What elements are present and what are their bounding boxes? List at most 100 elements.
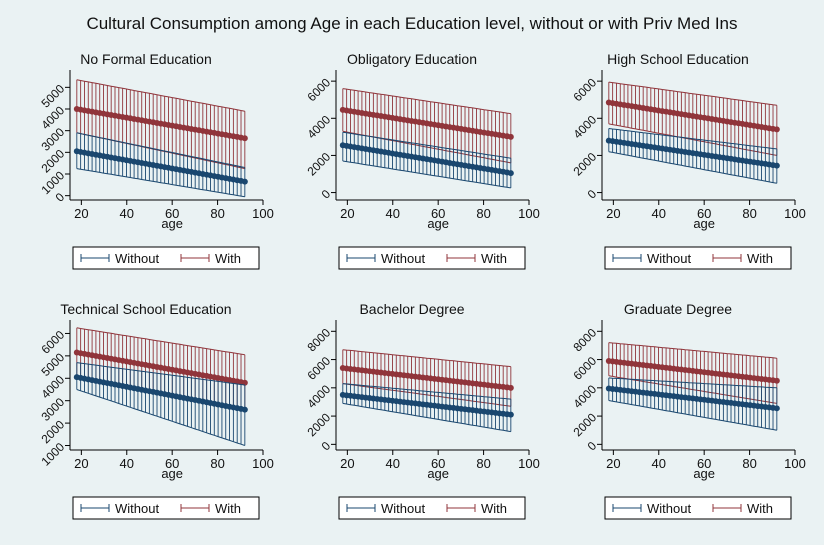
legend-label: With — [747, 501, 773, 516]
y-tick-label: 2000 — [38, 417, 67, 446]
y-tick-label: 2000 — [304, 150, 333, 179]
legend-label: Without — [381, 501, 425, 516]
x-tick-label: 100 — [252, 206, 274, 221]
y-tick-label: 0 — [319, 187, 334, 202]
legend-box — [604, 246, 792, 270]
x-tick-label: 60 — [697, 206, 711, 221]
panel-1: No Formal Education 20 40 60 80 100 age 0100020… — [38, 51, 274, 270]
series-without — [605, 377, 780, 431]
x-axis-label: age — [161, 466, 183, 481]
y-tick-label: 4000 — [304, 382, 333, 411]
ci-upper-line — [342, 88, 511, 115]
y-tick-label: 5000 — [38, 81, 67, 110]
series-without — [339, 383, 514, 433]
x-tick-label: 100 — [518, 456, 540, 471]
fit-line — [608, 387, 777, 410]
legend-box — [72, 246, 260, 270]
fit-line — [342, 143, 512, 175]
x-tick-label: 80 — [476, 206, 490, 221]
y-tick-label: 6000 — [570, 354, 599, 383]
panel-title: No Formal Education — [80, 51, 212, 67]
x-tick-label: 40 — [652, 456, 666, 471]
legend-label: With — [215, 501, 241, 516]
legend-box — [338, 496, 526, 520]
ci-upper-line — [76, 362, 245, 386]
y-tick-label: 0 — [585, 187, 600, 202]
x-axis-label: age — [693, 216, 715, 231]
x-axis-label: age — [427, 216, 449, 231]
x-tick-label: 60 — [431, 456, 445, 471]
ci-upper-line — [342, 131, 511, 159]
fit-line — [76, 375, 246, 411]
legend: Without With — [338, 496, 526, 520]
y-tick-label: 6000 — [570, 75, 599, 104]
fit-line — [76, 150, 246, 183]
fit-line — [342, 366, 511, 390]
x-axis-label: age — [693, 466, 715, 481]
figure-title: Cultural Consumption among Age in each E… — [86, 14, 738, 33]
x-axis-label: age — [161, 216, 183, 231]
legend: Without With — [338, 246, 526, 270]
x-tick-label: 20 — [606, 206, 620, 221]
y-tick-label: 6000 — [304, 354, 333, 383]
ci-lower-line — [342, 160, 511, 189]
y-tick-label: 1000 — [38, 440, 67, 469]
y-tick-label: 3000 — [38, 125, 67, 154]
legend-label: Without — [381, 251, 425, 266]
x-tick-label: 40 — [652, 206, 666, 221]
x-tick-label: 80 — [210, 456, 224, 471]
fit-line — [608, 359, 777, 383]
fit-line — [342, 393, 511, 416]
y-tick-label: 8000 — [570, 325, 599, 354]
legend: Without With — [604, 496, 792, 520]
legend-label: With — [215, 251, 241, 266]
legend-box — [604, 496, 792, 520]
y-tick-label: 6000 — [304, 75, 333, 104]
y-tick-label: 4000 — [38, 103, 67, 132]
legend: Without With — [604, 246, 792, 270]
y-tick-label: 2000 — [570, 410, 599, 439]
y-tick-label: 4000 — [38, 372, 67, 401]
ci-lower-line — [342, 402, 511, 433]
panel-5: Bachelor Degree 20 40 60 80 100 age 02000400060… — [304, 301, 540, 520]
legend-box — [72, 496, 260, 520]
legend: Without With — [72, 496, 260, 520]
x-axis-label: age — [427, 466, 449, 481]
legend-label: Without — [115, 501, 159, 516]
series-without — [73, 362, 248, 446]
ci-lower-line — [608, 400, 777, 431]
x-tick-label: 20 — [340, 456, 354, 471]
y-tick-label: 5000 — [38, 350, 67, 379]
series-with — [339, 88, 514, 164]
series-without — [339, 131, 514, 189]
panel-4: Technical School Education 20 40 60 80 100 age… — [38, 301, 274, 520]
x-tick-label: 60 — [165, 456, 179, 471]
panel-title: Graduate Degree — [624, 301, 732, 317]
y-tick-label: 2000 — [304, 410, 333, 439]
legend-label: Without — [647, 251, 691, 266]
panel-title: High School Education — [607, 51, 749, 67]
legend-box — [338, 246, 526, 270]
fit-line — [608, 139, 778, 167]
y-tick-label: 2000 — [38, 146, 67, 175]
y-tick-label: 4000 — [304, 112, 333, 141]
ci-lower-line — [76, 389, 245, 446]
legend-label: Without — [647, 501, 691, 516]
x-tick-label: 80 — [742, 206, 756, 221]
ci-upper-line — [342, 349, 511, 368]
panel-3: High School Education 20 40 60 80 100 age 0 2000… — [570, 51, 806, 270]
x-tick-label: 100 — [784, 206, 806, 221]
fit-line — [76, 107, 246, 140]
y-tick-label: 8000 — [304, 325, 333, 354]
legend-label: With — [747, 251, 773, 266]
series-without — [605, 128, 780, 184]
panel-title: Technical School Education — [60, 301, 231, 317]
y-tick-label: 0 — [53, 190, 68, 205]
ci-upper-line — [608, 81, 777, 106]
x-tick-label: 20 — [74, 456, 88, 471]
panel-title: Bachelor Degree — [359, 301, 464, 317]
y-tick-label: 4000 — [570, 112, 599, 141]
series-with — [605, 342, 780, 404]
x-tick-label: 40 — [120, 206, 134, 221]
x-tick-label: 60 — [431, 206, 445, 221]
